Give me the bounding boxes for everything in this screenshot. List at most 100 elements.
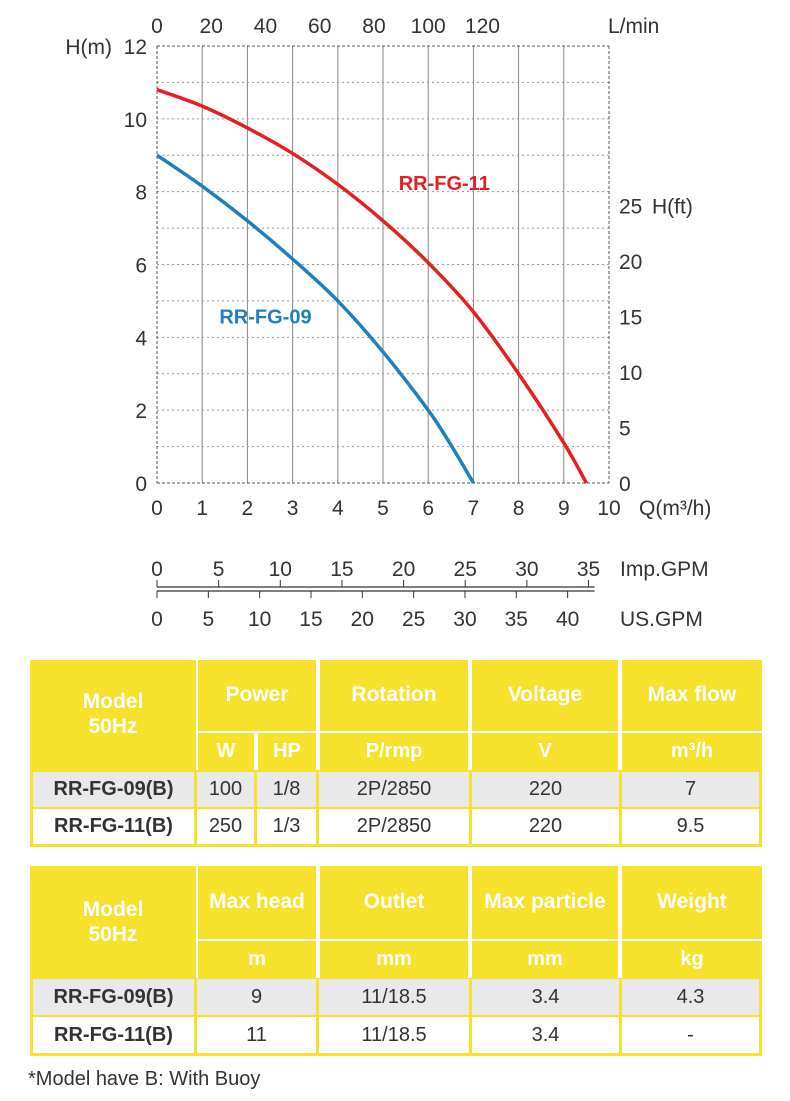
us-gpm-tick-label: 35 (505, 608, 528, 631)
series-line-rr-fg-11 (156, 88, 588, 484)
unit-mm-outlet: mm (376, 947, 412, 970)
table-cell-flow: 7 (622, 772, 759, 807)
imp-gpm-tick-label: 15 (330, 558, 353, 581)
series-label-rr-fg-11: RR-FG-11 (399, 173, 490, 195)
unit-flow: m³/h (670, 739, 714, 762)
table-cell-outlet: 11/18.5 (319, 979, 469, 1015)
table-row-model: RR-FG-09(B) (33, 979, 194, 1015)
header-voltage: Voltage (507, 683, 583, 706)
unit-rotation: P/rmp (365, 739, 423, 762)
header-power: Power (225, 683, 289, 706)
table-cell-particle: 3.4 (472, 979, 619, 1015)
header-rotation: Rotation (351, 683, 437, 706)
us-gpm-tick-label: 40 (556, 608, 579, 631)
imp-gpm-label: Imp.GPM (620, 558, 709, 581)
table-cell-w: 100 (197, 772, 254, 807)
x-tick-label: 9 (558, 497, 570, 520)
top-tick-label: 0 (151, 15, 163, 38)
footnote: *Model have B: With Buoy (28, 1068, 261, 1090)
x-tick-label: 4 (332, 497, 344, 520)
y-tick-label: 4 (135, 327, 147, 350)
imp-gpm-tick-label: 20 (392, 558, 415, 581)
x-tick-label: 1 (196, 497, 208, 520)
table-cell-weight: - (622, 1017, 759, 1053)
top-tick-label: 20 (200, 15, 223, 38)
table-cell-particle: 3.4 (472, 1017, 619, 1053)
series-label-rr-fg-09: RR-FG-09 (219, 306, 311, 328)
us-gpm-tick-label: 30 (453, 608, 476, 631)
top-axis-label: L/min (608, 15, 659, 38)
imp-gpm-tick-label: 0 (151, 558, 163, 581)
imp-gpm-tick-label: 5 (213, 558, 225, 581)
header-weight: Weight (657, 890, 727, 913)
table-cell-weight: 4.3 (622, 979, 759, 1015)
right-tick-label: 0 (619, 473, 631, 496)
table-row-model: RR-FG-11(B) (33, 1017, 194, 1053)
unit-voltage: V (538, 739, 552, 762)
x-tick-label: 5 (377, 497, 389, 520)
us-gpm-tick-label: 0 (151, 608, 163, 631)
table-cell-rotation: 2P/2850 (319, 809, 469, 844)
table-cell-rotation: 2P/2850 (319, 772, 469, 807)
top-tick-label: 60 (308, 15, 331, 38)
right-axis-label: H(ft) (652, 195, 693, 218)
table2-model-header: Model 50Hz (30, 866, 196, 978)
x-tick-label: 8 (513, 497, 525, 520)
table-cell-hp: 1/8 (257, 772, 316, 807)
right-tick-label: 20 (619, 251, 642, 274)
x-tick-label: 10 (597, 497, 620, 520)
y-tick-label: 8 (135, 182, 147, 205)
top-tick-label: 120 (465, 15, 500, 38)
imp-gpm-tick-label: 10 (269, 558, 292, 581)
table-cell-outlet: 11/18.5 (319, 1017, 469, 1053)
us-gpm-tick-label: 20 (351, 608, 374, 631)
table-cell-voltage: 220 (472, 809, 619, 844)
y-tick-label: 0 (135, 473, 147, 496)
unit-m: m (248, 947, 266, 970)
x-tick-label: 7 (468, 497, 480, 520)
imp-gpm-tick-label: 30 (515, 558, 538, 581)
spec-table-dimensions: Model 50Hz Max head Outlet Max particle … (30, 866, 762, 1056)
top-tick-label: 100 (411, 15, 446, 38)
right-tick-label: 5 (619, 417, 631, 440)
table-cell-head: 9 (197, 979, 316, 1015)
header-max-particle: Max particle (484, 890, 606, 913)
table1-model-label: Model (82, 690, 144, 713)
top-tick-label: 40 (254, 15, 277, 38)
right-tick-label: 25 (619, 195, 642, 218)
y-tick-label: 12 (124, 36, 147, 59)
x-tick-label: 6 (422, 497, 434, 520)
imp-gpm-tick-label: 35 (577, 558, 600, 581)
x-tick-label: 0 (151, 497, 163, 520)
table-cell-voltage: 220 (472, 772, 619, 807)
unit-w: W (216, 739, 236, 762)
us-gpm-tick-label: 15 (299, 608, 322, 631)
header-outlet: Outlet (363, 890, 425, 913)
us-gpm-label: US.GPM (620, 608, 703, 631)
right-tick-label: 15 (619, 306, 642, 329)
table-cell-head: 11 (197, 1017, 316, 1053)
table2-model-label: Model (82, 898, 144, 921)
unit-mm-particle: mm (527, 947, 563, 970)
unit-hp: HP (273, 739, 301, 762)
x-tick-label: 2 (242, 497, 254, 520)
top-tick-label: 80 (362, 15, 385, 38)
table-row-model: RR-FG-11(B) (33, 809, 194, 844)
unit-kg: kg (680, 947, 704, 970)
table-row-model: RR-FG-09(B) (33, 772, 194, 807)
us-gpm-tick-label: 25 (402, 608, 425, 631)
header-max-flow: Max flow (647, 683, 737, 706)
y-tick-label: 10 (124, 109, 147, 132)
table2-hz-label: 50Hz (88, 923, 138, 946)
y-tick-label: 6 (135, 255, 147, 278)
x-axis-label: Q(m³/h) (639, 497, 711, 520)
table-cell-flow: 9.5 (622, 809, 759, 844)
table-cell-w: 250 (197, 809, 254, 844)
table-cell-hp: 1/3 (257, 809, 316, 844)
header-max-head: Max head (209, 890, 305, 913)
x-tick-label: 3 (287, 497, 299, 520)
us-gpm-tick-label: 10 (248, 608, 271, 631)
y-axis-label: H(m) (65, 36, 112, 59)
series-line-rr-fg-09 (156, 153, 475, 484)
